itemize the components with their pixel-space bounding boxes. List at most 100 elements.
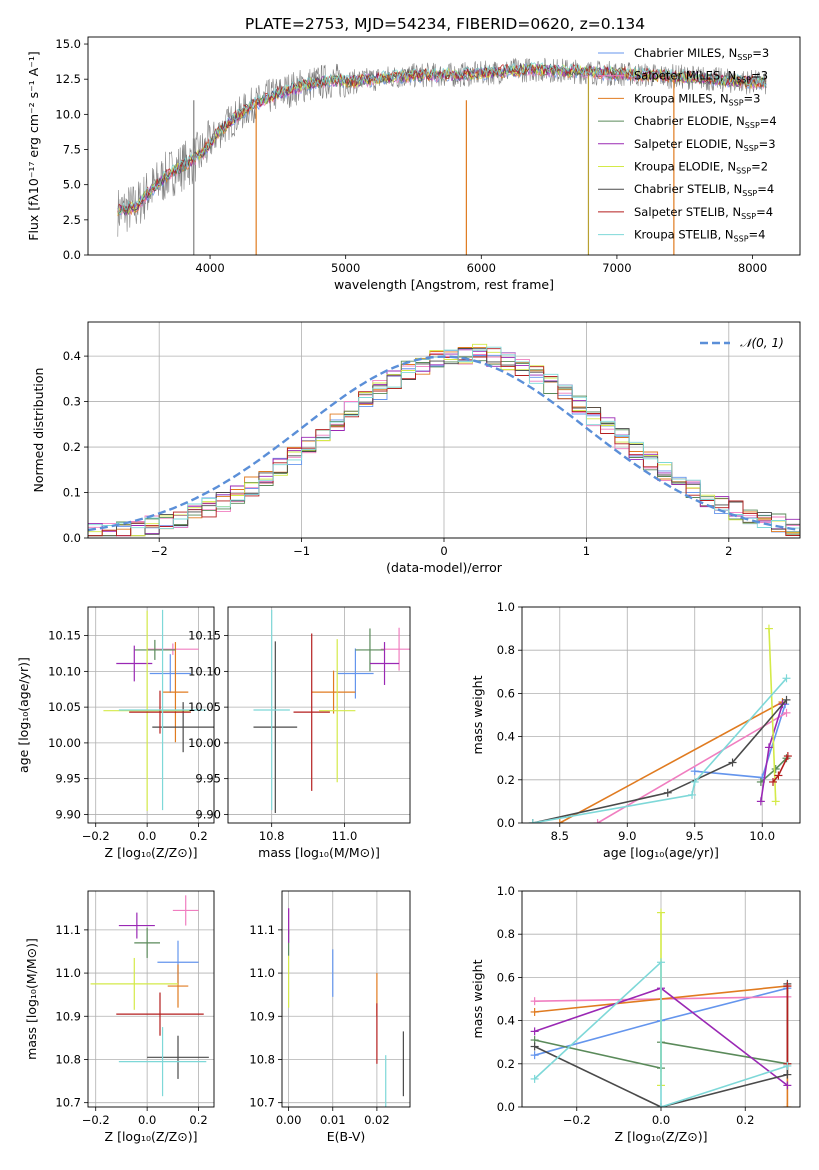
spectrum-legend: Chabrier MILES, NSSP=3 Salpeter MILES, NS…	[598, 46, 777, 244]
y-tick-label: 0.4	[497, 1014, 515, 1028]
x-tick-label: 0.02	[364, 1113, 390, 1127]
x-axis-label: Z [log₁₀(Z/Z⊙)]	[105, 1129, 198, 1144]
y-tick-label: 10.15	[48, 629, 81, 643]
weight_vs_Z-axes: −0.2 0.0 0.2 0.0 0.2 0.4 0.6 0.8 1.0 Z [log₁₀(Z/Z…	[470, 884, 801, 1144]
legend-label: 𝒩(0, 1)	[740, 336, 784, 350]
weight-series-line	[534, 960, 788, 1107]
x-tick-label: 0	[440, 544, 447, 558]
x-tick-label: 0.2	[189, 829, 207, 843]
y-tick-label: 12.5	[55, 72, 81, 86]
legend-label-sub: SSP	[745, 121, 760, 130]
weight-series-line	[597, 712, 787, 823]
x-tick-label: 0.2	[189, 1113, 207, 1127]
residual-histogram	[88, 346, 800, 530]
legend-label: Salpeter ELODIE, NSSP=3	[634, 137, 776, 153]
legend-label: Salpeter MILES, NSSP=3	[634, 69, 768, 85]
y-tick-label: 0.4	[497, 730, 515, 744]
y-tick-label: 0.2	[497, 1057, 515, 1071]
y-tick-label: 10.8	[55, 1052, 81, 1066]
y-tick-label: 10.05	[48, 700, 81, 714]
y-tick-label: 10.00	[188, 736, 221, 750]
y-tick-label: 15.0	[55, 37, 81, 51]
y-axis-label: age [log₁₀(age/yr)]	[16, 657, 31, 773]
y-tick-label: 9.90	[55, 807, 81, 821]
y-tick-label: 10.8	[249, 1052, 275, 1066]
weight-series-line	[532, 677, 788, 823]
y-tick-label: 1.0	[497, 600, 515, 614]
x-tick-label: −1	[293, 544, 310, 558]
y-tick-label: 0.0	[63, 531, 81, 545]
x-tick-label: 0.0	[138, 829, 156, 843]
y-tick-label: 10.0	[55, 107, 81, 121]
legend-label-sub: SSP	[741, 212, 756, 221]
y-tick-label: 0.0	[497, 816, 515, 830]
y-tick-label: 0.0	[63, 248, 81, 262]
y-tick-label: 10.7	[249, 1096, 275, 1110]
legend-label-sub: SSP	[736, 167, 751, 176]
y-tick-label: 0.8	[497, 643, 515, 657]
y-tick-label: 10.15	[188, 629, 221, 643]
weight-series-line	[532, 699, 788, 823]
y-tick-label: 11.1	[55, 923, 81, 937]
model-spectrum-line	[117, 61, 767, 214]
weight_vs_age-plot-area	[528, 624, 792, 823]
x-tick-label: −0.2	[82, 829, 110, 843]
y-tick-label: 0.2	[63, 440, 81, 454]
legend-label-sub: SSP	[734, 235, 749, 244]
y-tick-label: 0.8	[497, 927, 515, 941]
legend-label-value: =4	[760, 114, 777, 128]
y-tick-label: 10.7	[55, 1096, 81, 1110]
weight-series-line	[768, 628, 777, 802]
y-tick-label: 2.5	[63, 213, 81, 227]
y-axis-label: mass weight	[470, 675, 485, 754]
legend-label-value: =3	[751, 69, 768, 83]
x-axis-label: E(B-V)	[327, 1129, 366, 1144]
legend-label-sub: SSP	[742, 189, 757, 198]
mass_vs_Z-frame	[87, 890, 215, 1108]
y-axis-label: Flux [fλ10⁻¹⁷ erg cm⁻² s⁻¹ A⁻¹]	[26, 51, 41, 240]
x-tick-label: 6000	[467, 261, 496, 275]
x-tick-label: 9.5	[686, 829, 704, 843]
residuals-plot-area	[88, 343, 800, 537]
legend-label-value: =3	[752, 46, 769, 60]
y-tick-label: 7.5	[63, 143, 81, 157]
legend-label: Kroupa MILES, NSSP=3	[634, 91, 760, 107]
plots-container: 4000 5000 6000 7000 80000.02.55.07.510.012.5…	[16, 36, 801, 1144]
x-tick-label: −0.2	[563, 1113, 591, 1127]
x-tick-label: 0.00	[276, 1113, 302, 1127]
x-axis-label: mass [log₁₀(M/M⊙)]	[258, 845, 380, 860]
y-tick-label: 11.1	[249, 923, 275, 937]
legend-label-sub: SSP	[744, 144, 759, 153]
legend-label-value: =4	[749, 228, 766, 242]
x-tick-label: 1	[583, 544, 590, 558]
x-tick-label: 0.0	[652, 1113, 670, 1127]
residuals-frame	[87, 321, 801, 539]
y-tick-label: 0.6	[497, 686, 515, 700]
y-tick-label: 1.0	[497, 884, 515, 898]
y-tick-label: 10.9	[249, 1009, 275, 1023]
x-tick-label: 0.2	[736, 1113, 754, 1127]
x-axis-label: Z [log₁₀(Z/Z⊙)]	[615, 1129, 708, 1144]
spectrum-axes: 4000 5000 6000 7000 8000 0.0 2.5 5.0 7.5 10.0 12.5…	[26, 36, 801, 292]
x-tick-label: 8.5	[551, 829, 569, 843]
x-tick-label: 2	[725, 544, 732, 558]
spectrum-frame	[87, 36, 801, 256]
normal-reference-curve	[88, 355, 800, 532]
legend-label-sub: SSP	[736, 76, 751, 85]
y-axis-label: Normed distribution	[31, 368, 46, 493]
age_vs_Z-axes: −0.2 0.0 0.2 9.90 9.95 10.00 10.05 10.10 10.15 Z …	[16, 606, 215, 860]
x-axis-label: (data-model)/error	[386, 560, 503, 575]
figure-title: PLATE=2753, MJD=54234, FIBERID=0620, z=0…	[245, 15, 645, 33]
mass_vs_EBV-plot-area	[288, 908, 404, 1107]
legend-label: Chabrier ELODIE, NSSP=4	[634, 114, 777, 130]
x-tick-label: 7000	[602, 261, 631, 275]
y-tick-label: 0.1	[63, 486, 81, 500]
legend-label: Chabrier STELIB, NSSP=4	[634, 182, 774, 198]
age_vs_mass-frame	[227, 606, 411, 824]
legend-label: Chabrier MILES, NSSP=3	[634, 46, 769, 62]
x-axis-label: age [log₁₀(age/yr)]	[603, 845, 719, 860]
age_vs_mass-plot-area	[253, 609, 410, 813]
y-tick-label: 10.00	[48, 736, 81, 750]
y-tick-label: 10.10	[48, 664, 81, 678]
